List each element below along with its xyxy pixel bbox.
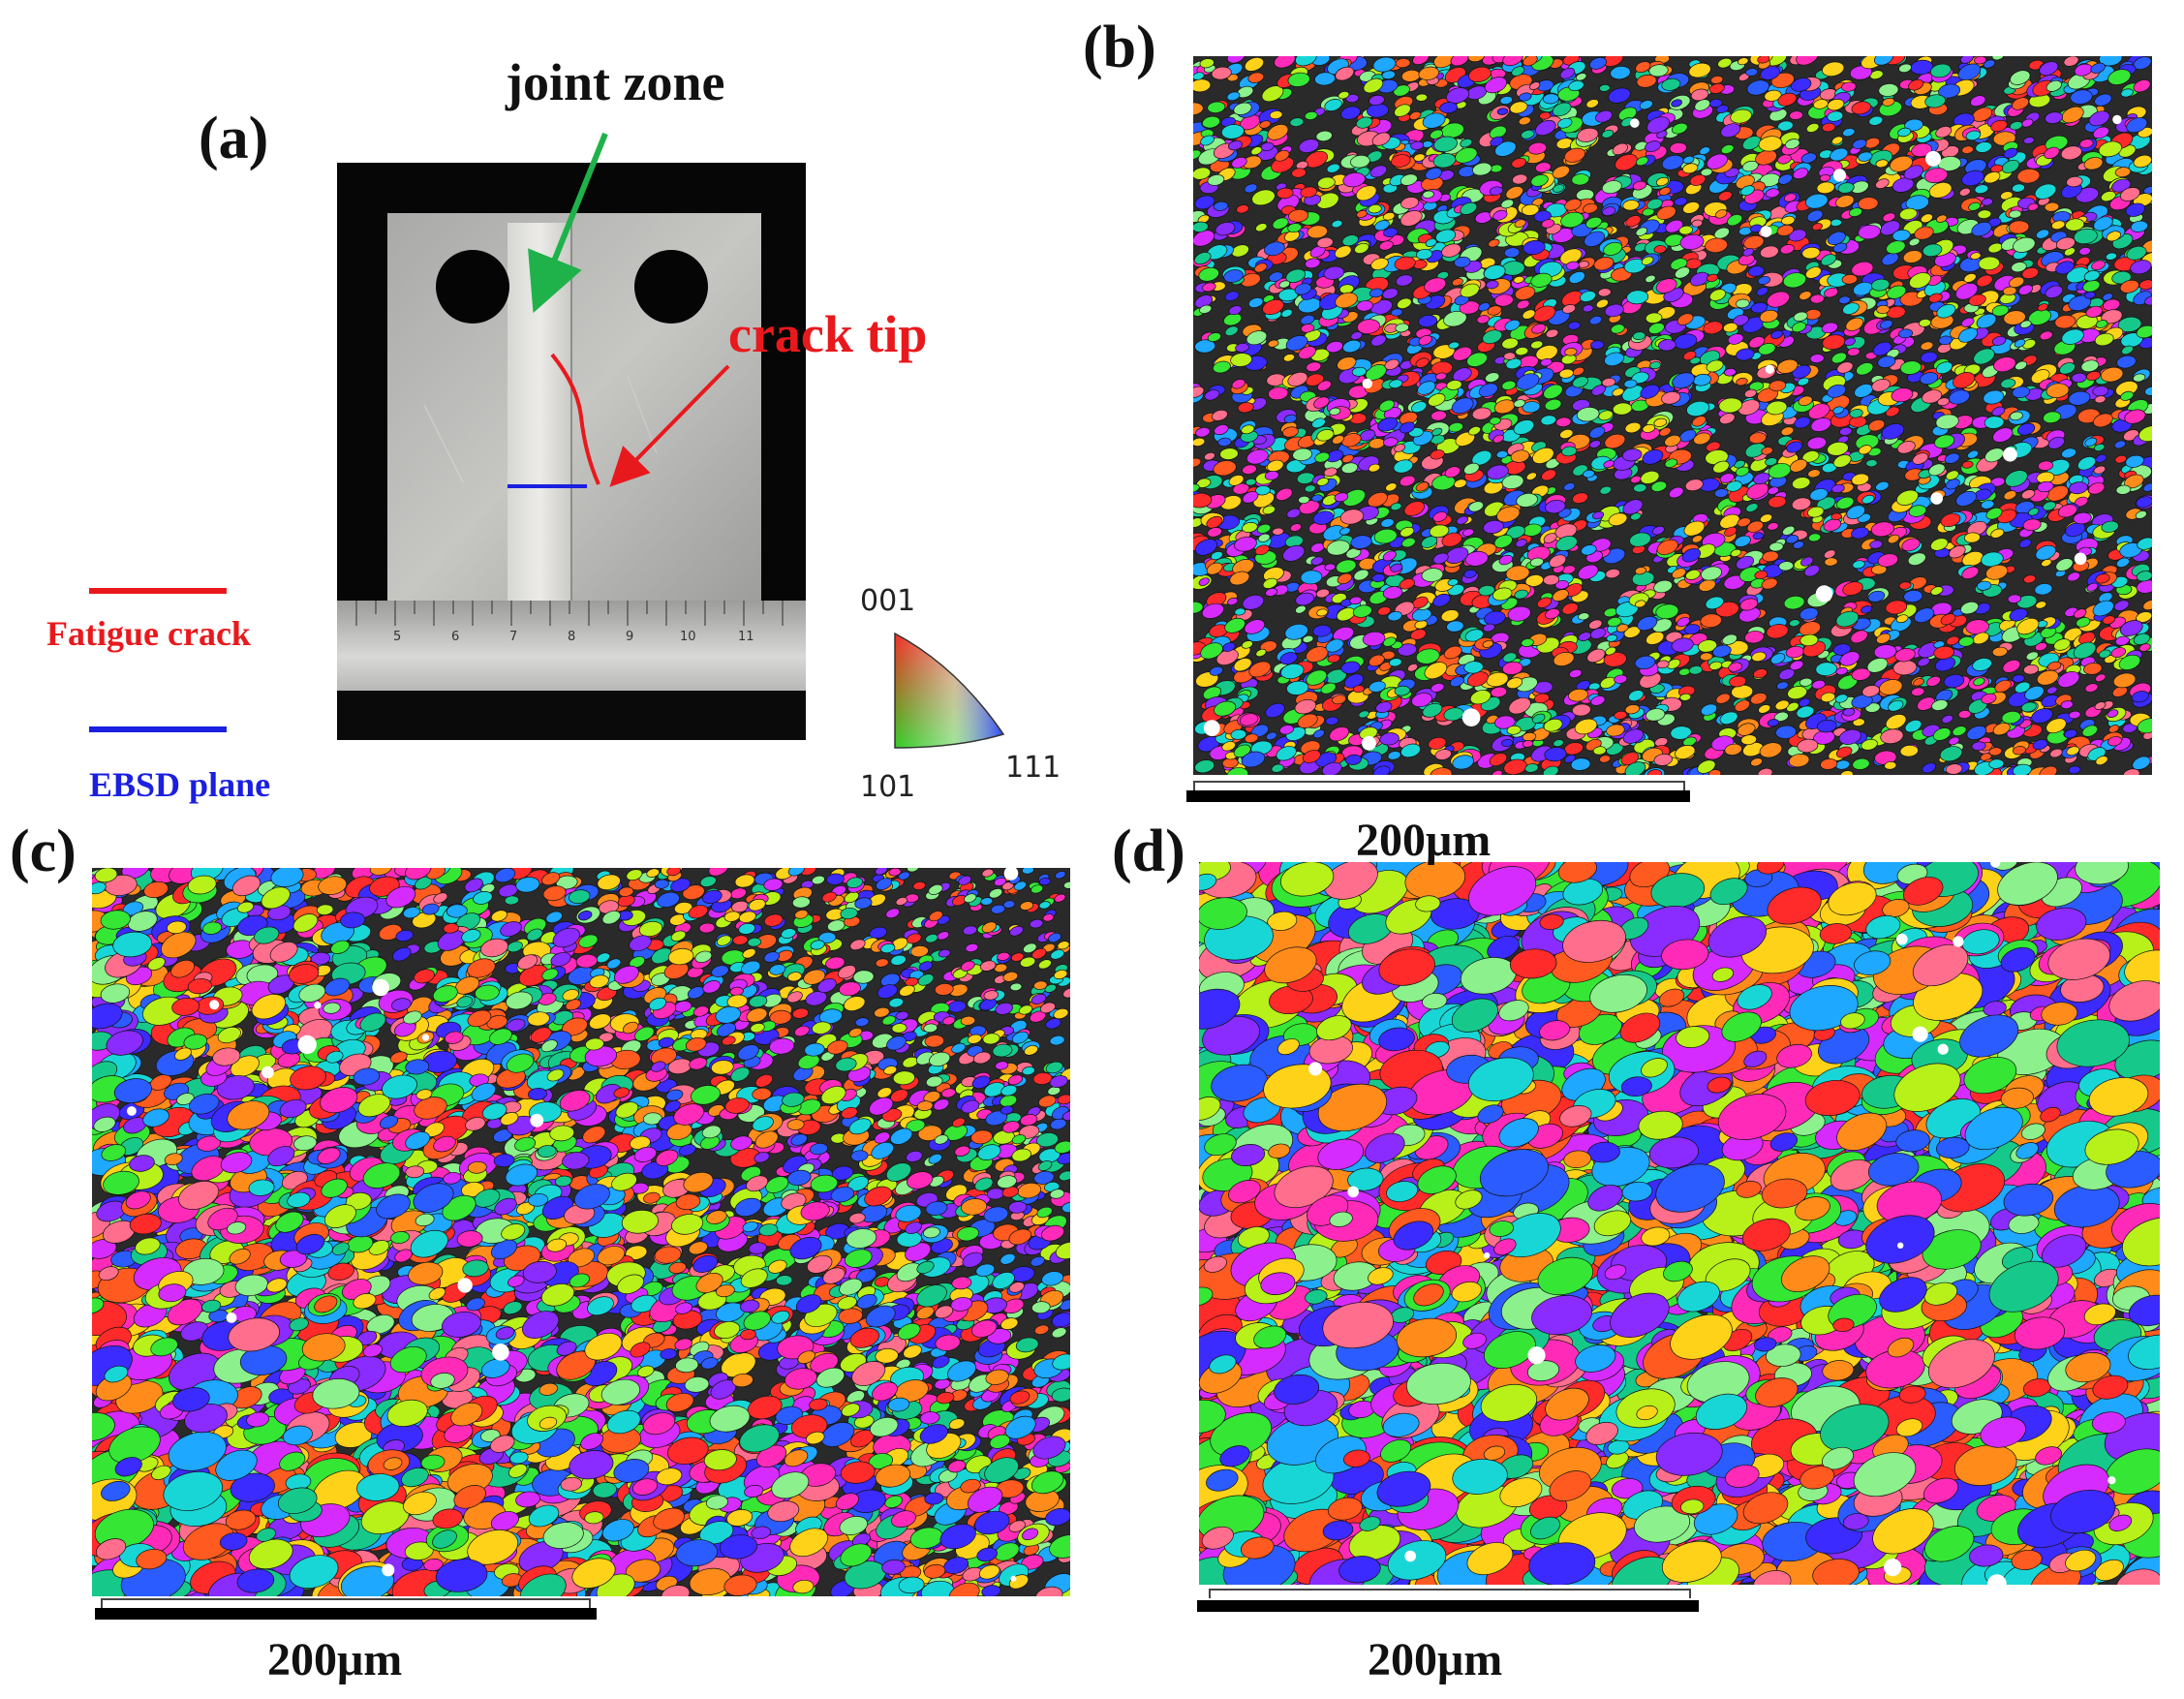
joint-zone-label: joint zone bbox=[506, 53, 725, 111]
legend-ebsd-plane-line bbox=[89, 726, 227, 732]
scalebar-label-b: 200μm bbox=[1356, 815, 1492, 866]
ebsd-map-d bbox=[1199, 862, 2160, 1585]
legend-ebsd-plane-label: EBSD plane bbox=[89, 765, 271, 804]
ipf-label-101: 101 bbox=[860, 770, 916, 804]
ruler-tick-label: 10 bbox=[680, 630, 696, 644]
scalebar-d bbox=[1197, 1600, 1699, 1612]
panel-label-c: (c) bbox=[10, 819, 77, 884]
ruler-tick-label: 6 bbox=[451, 630, 460, 644]
joint-zone-arrow bbox=[528, 132, 608, 314]
scalebar-label-d: 200μm bbox=[1368, 1634, 1503, 1685]
ruler-tick-label: 8 bbox=[568, 630, 576, 644]
scalebar-b bbox=[1186, 790, 1690, 802]
legend-fatigue-crack-label: Fatigue crack bbox=[46, 614, 251, 653]
panel-label-d: (d) bbox=[1112, 819, 1185, 884]
legend-fatigue-crack-line bbox=[89, 588, 227, 594]
crack-tip-arrow bbox=[609, 364, 730, 487]
crack-tip-label: crack tip bbox=[728, 305, 928, 363]
scalebar-label-c: 200μm bbox=[267, 1634, 403, 1685]
ruler-tick-label: 11 bbox=[738, 630, 754, 644]
ipf-color-key bbox=[889, 628, 1007, 756]
ruler-labels: 5 6 7 8 9 10 11 bbox=[337, 630, 806, 649]
ipf-label-001: 001 bbox=[860, 584, 916, 618]
scalebar-outline-d bbox=[1209, 1589, 1691, 1598]
ebsd-map-b bbox=[1193, 56, 2152, 775]
ruler-tick-label: 5 bbox=[393, 630, 402, 644]
panel-label-a: (a) bbox=[199, 106, 269, 171]
scalebar-c bbox=[95, 1608, 597, 1620]
ruler-tick-label: 9 bbox=[626, 630, 634, 644]
scalebar-outline-c bbox=[101, 1598, 591, 1608]
panel-label-b: (b) bbox=[1083, 15, 1156, 80]
scalebar-outline-b bbox=[1193, 781, 1685, 790]
ruler-tick-label: 7 bbox=[509, 630, 518, 644]
ipf-label-111: 111 bbox=[1005, 751, 1061, 785]
ebsd-map-c bbox=[92, 868, 1070, 1596]
